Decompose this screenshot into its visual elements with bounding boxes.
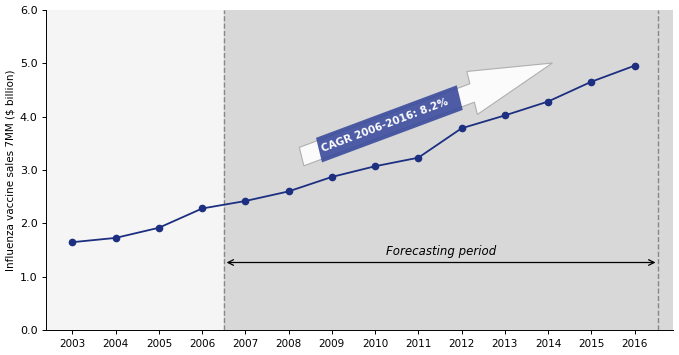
- Text: CAGR 2006-2016: 8.2%: CAGR 2006-2016: 8.2%: [320, 97, 450, 154]
- Polygon shape: [316, 85, 463, 162]
- Y-axis label: Influenza vaccine sales 7MM ($ billion): Influenza vaccine sales 7MM ($ billion): [5, 69, 16, 271]
- Polygon shape: [299, 63, 553, 166]
- Text: Forecasting period: Forecasting period: [386, 245, 496, 258]
- Bar: [224, 10, 674, 331]
